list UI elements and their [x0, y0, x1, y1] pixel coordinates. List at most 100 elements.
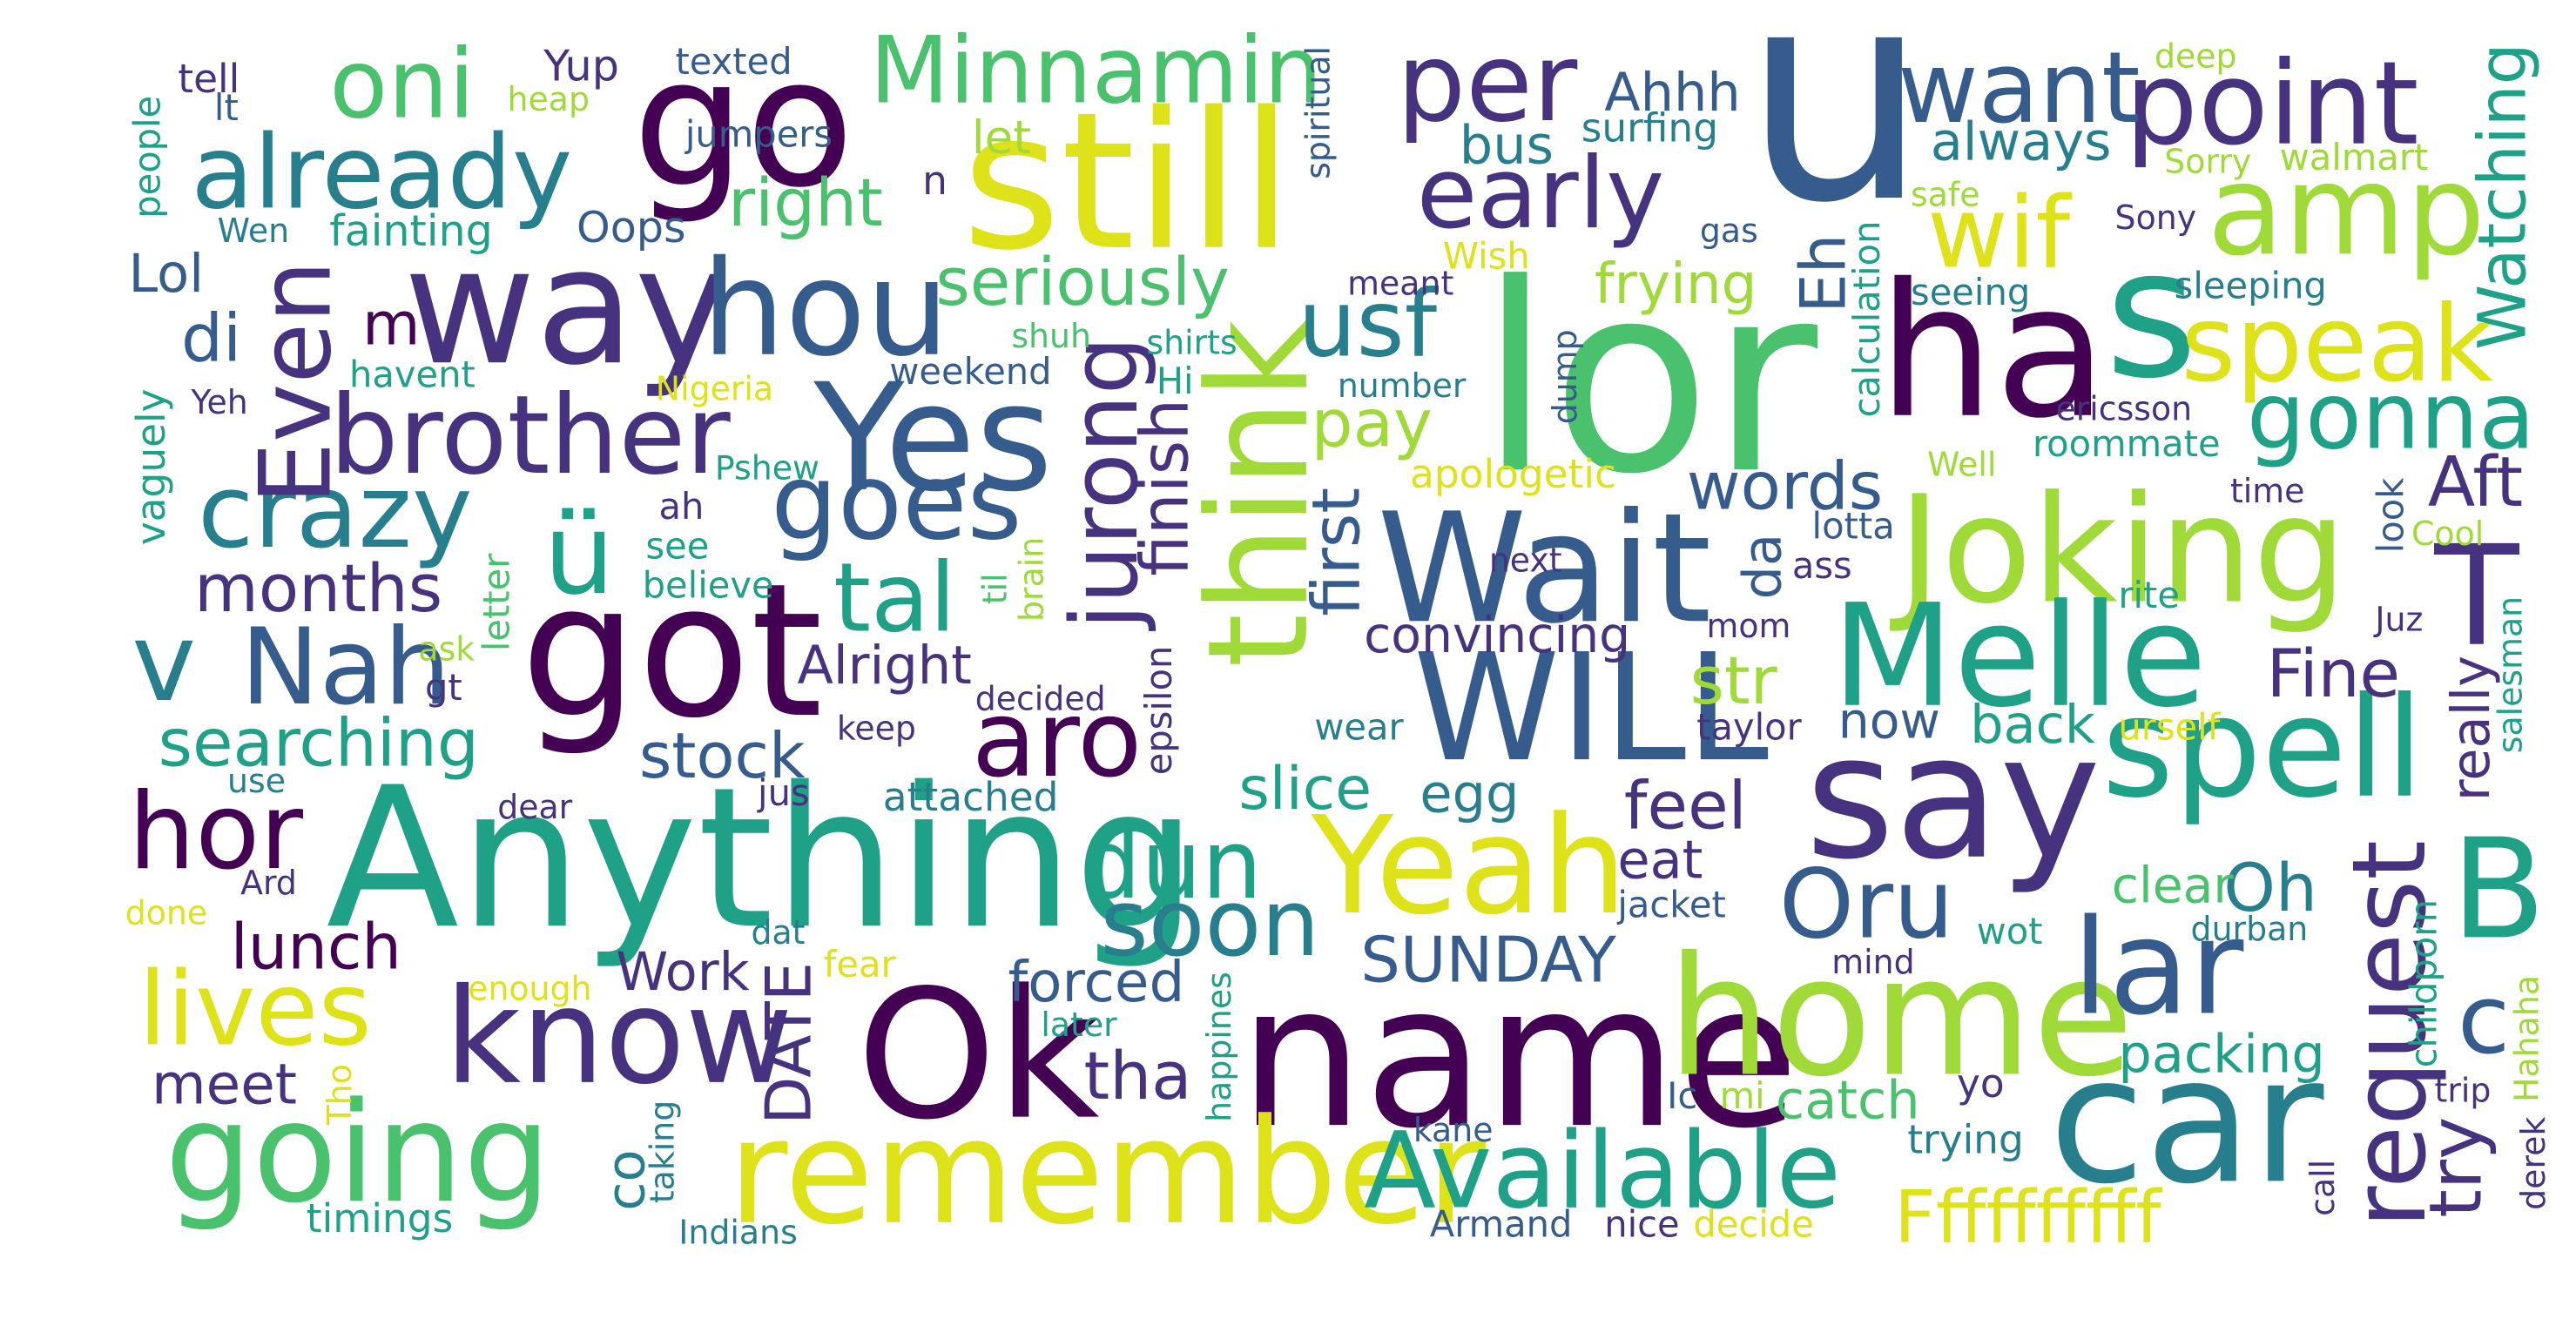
word-egg: egg [1419, 762, 1520, 825]
word-trying: trying [1907, 1116, 2024, 1163]
word-ahhh: Ahhh [1604, 60, 1741, 124]
word-decided: decided [974, 678, 1106, 718]
word-seriously: seriously [935, 245, 1230, 321]
word-aro: aro [971, 680, 1143, 803]
word-gonna: gonna [2246, 364, 2536, 472]
word-months: months [194, 551, 443, 628]
word-hor: hor [128, 772, 304, 895]
word-nice: nice [1604, 1205, 1680, 1248]
word-lor: lor [1479, 228, 1818, 533]
word-letter: letter [477, 553, 519, 652]
word-n: n [922, 158, 947, 205]
word-now: now [1838, 693, 1940, 751]
word-seeing: seeing [1911, 273, 2031, 315]
word-walmart: walmart [2279, 138, 2429, 180]
word-tha: tha [1083, 1039, 1192, 1115]
word-t: T [2434, 515, 2519, 677]
word-sorry: Sorry [2164, 141, 2252, 182]
word-feel: feel [1623, 769, 1747, 845]
word-anything: Anything [326, 744, 1197, 972]
word-lar: lar [2072, 891, 2244, 1045]
word-soon: soon [1100, 871, 1320, 979]
word-pshew: Pshew [714, 447, 819, 488]
word-salesman: salesman [2490, 595, 2531, 754]
word-roommate: roommate [2032, 425, 2221, 467]
word-yeah: Yeah [1311, 789, 1628, 945]
word-lunch: lunch [230, 911, 401, 984]
word-tho: Tho [319, 1064, 360, 1126]
word-want: want [1897, 30, 2141, 147]
word-gt: gt [424, 669, 462, 710]
word-cool: Cool [2411, 514, 2485, 554]
word-go: go [632, 21, 854, 228]
word-heap: heap [507, 78, 590, 119]
word-time: time [2229, 471, 2305, 511]
word-dun: dun [1080, 808, 1263, 921]
word-s: s [2105, 212, 2198, 419]
word-per: per [1396, 19, 1578, 147]
word-shirts: shirts [1146, 322, 1237, 363]
word-stock: stock [638, 719, 806, 792]
word-number: number [1337, 365, 1467, 406]
word-keep: keep [836, 708, 916, 748]
word-derek: derek [2513, 1116, 2553, 1210]
word-searching: searching [158, 706, 479, 783]
word-packing: packing [2118, 1022, 2325, 1086]
word-jumpers: jumpers [684, 115, 833, 157]
word-right: right [727, 166, 883, 243]
word-alright: Alright [797, 634, 972, 697]
word-bus: bus [1459, 113, 1554, 177]
word-know: know [444, 959, 793, 1114]
word-ericsson: ericsson [2055, 388, 2193, 428]
word-brain: brain [1011, 536, 1051, 622]
word-yup: Yup [543, 43, 619, 92]
word-date: DATE [752, 961, 826, 1125]
word-really: really [2439, 655, 2503, 802]
word-yo: yo [1956, 1060, 2005, 1107]
word-c: c [2457, 963, 2511, 1076]
word-u: u [1743, 0, 1929, 267]
word-ha: ha [1878, 245, 2108, 460]
word-jacket: jacket [1617, 885, 1726, 928]
word-brother: brother [329, 372, 731, 500]
word-wish: Wish [1442, 237, 1530, 279]
word-believe: believe [642, 566, 774, 609]
word-forced: forced [1008, 950, 1185, 1017]
word-da: da [1730, 533, 1794, 600]
word-nigeria: Nigeria [655, 368, 774, 409]
word-catch: catch [1775, 1068, 1920, 1132]
word-hahaha: Hahaha [2506, 974, 2547, 1102]
word-m: m [362, 291, 421, 360]
word-taking: taking [642, 1100, 683, 1204]
word-wot: wot [1976, 912, 2043, 954]
word-enough: enough [468, 968, 592, 1008]
word-ok: Ok [856, 953, 1100, 1160]
word-see: see [645, 527, 710, 569]
word-meet: meet [152, 1052, 298, 1119]
word-convincing: convincing [1364, 608, 1631, 666]
word-spiritual: spiritual [1298, 45, 1338, 179]
word-indians: Indians [678, 1212, 798, 1252]
word-b: B [2451, 808, 2546, 971]
word-mi: mi [1719, 1077, 1765, 1119]
word-later: later [1041, 1004, 1117, 1045]
word-sunday: SUNDAY [1360, 924, 1616, 997]
word-mom: mom [1706, 606, 1791, 646]
word-melle: Melle [1831, 575, 2208, 740]
word-look: look [2371, 477, 2413, 554]
word-fainting: fainting [329, 207, 493, 258]
word-next: next [1488, 540, 1562, 580]
word-fear: fear [823, 945, 896, 987]
word-home: home [1667, 920, 2134, 1114]
word-jus: jus [758, 774, 810, 816]
word-point: point [2124, 36, 2419, 172]
word-sleeping: sleeping [2174, 266, 2327, 308]
word-fine: Fine [2266, 637, 2401, 714]
word-texted: texted [675, 43, 792, 84]
word-decide: decide [1693, 1205, 1814, 1248]
word-nah: Nah [240, 608, 451, 730]
word-surfing: surfing [1581, 105, 1719, 152]
word-oru: Oru [1778, 848, 1954, 960]
word-goes: goes [771, 442, 1022, 565]
